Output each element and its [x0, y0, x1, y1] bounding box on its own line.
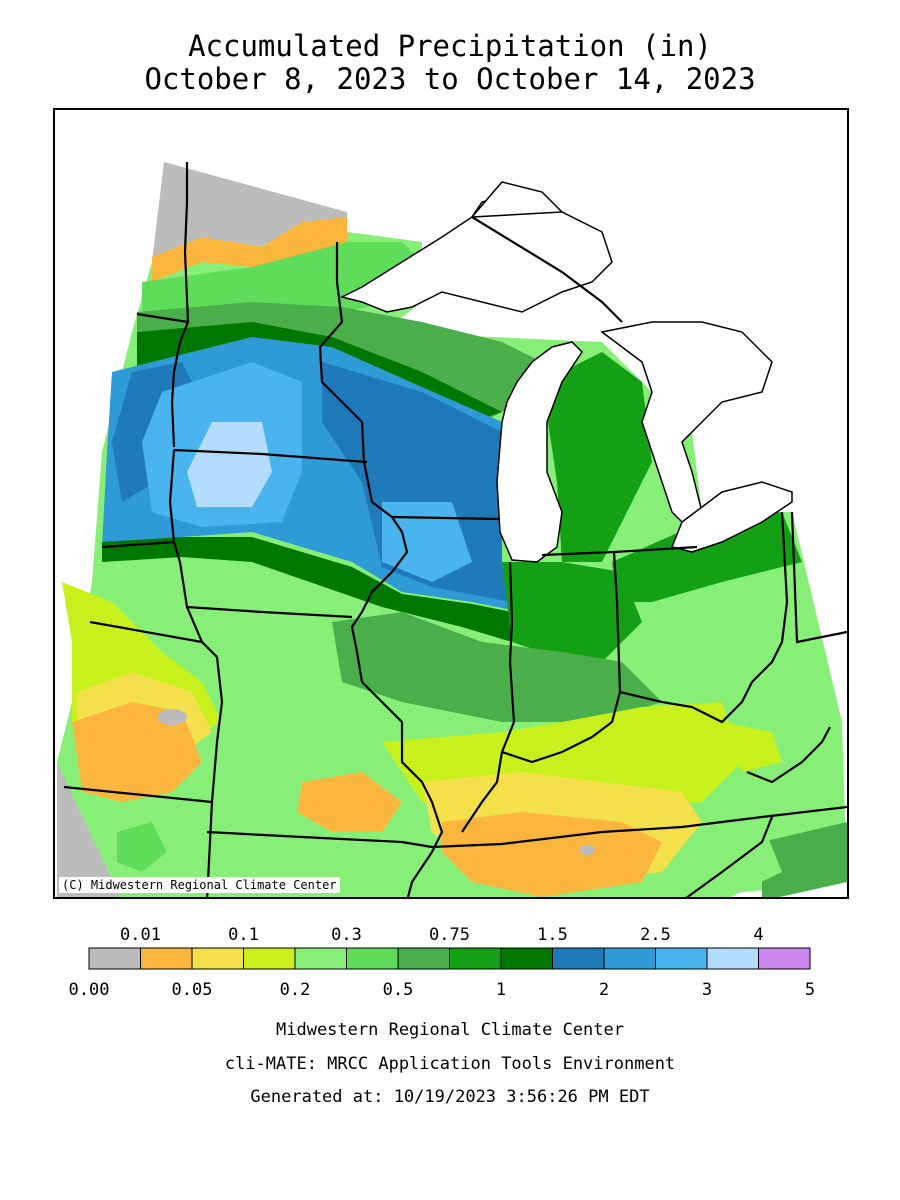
border-oh-pa [790, 511, 847, 644]
border-ky-wv [746, 726, 831, 784]
legend-box [500, 947, 553, 970]
great-lakes [339, 181, 793, 563]
fill-green2-michigan [542, 352, 652, 562]
legend-color-boxes [88, 947, 811, 970]
map-canvas [57, 162, 847, 897]
color-legend: 0.01 0.1 0.3 0.75 1.5 2.5 4 0.00 0.05 0.2 0.5 1 2 3 5 [69, 925, 816, 1000]
legend-label: 0.75 [429, 925, 470, 945]
fill-lightgreen-se [683, 822, 782, 897]
fill-lightblue-east [382, 502, 472, 582]
legend-label: 2.5 [640, 925, 671, 945]
fill-green-north [142, 242, 422, 322]
fill-darkblue [322, 362, 557, 602]
legend-box [140, 947, 193, 970]
legend-box [397, 947, 450, 970]
border-in-ky [501, 691, 622, 764]
legend-box [88, 947, 141, 970]
legend-bottom-labels: 0.00 0.05 0.2 0.5 1 2 3 5 [69, 980, 816, 1000]
border-nd-sd [136, 312, 189, 324]
border-oh-ky [619, 511, 789, 724]
legend-box [552, 947, 605, 970]
border-ne-ks [89, 620, 203, 644]
legend-label: 0.05 [172, 980, 213, 1000]
legend-label: 1 [496, 980, 506, 1000]
legend-label: 5 [805, 980, 815, 1000]
legend-label: 0.01 [120, 925, 161, 945]
lake-michigan [496, 341, 583, 563]
border-mi-upper [471, 216, 623, 323]
legend-label: 0.00 [69, 980, 110, 1000]
fill-darkgreen-south [102, 537, 562, 642]
footer-organization: Midwestern Regional Climate Center [276, 1020, 624, 1040]
border-tn-va [685, 816, 774, 897]
footer-tool-name: cli-MATE: MRCC Application Tools Environ… [224, 1054, 676, 1074]
legend-box [706, 947, 759, 970]
map-date-range: October 8, 2023 to October 14, 2023 [144, 62, 756, 96]
border-ia-il [350, 516, 409, 683]
border-ky-tn [431, 805, 847, 849]
legend-box [758, 947, 811, 970]
legend-box [346, 947, 399, 970]
legend-label: 0.5 [383, 980, 414, 1000]
legend-box [449, 947, 502, 970]
legend-box [243, 947, 296, 970]
border-sd-ne [101, 540, 175, 549]
fill-midgreen-se [762, 822, 847, 897]
fill-midgreen-mid [332, 612, 662, 722]
map-title: Accumulated Precipitation (in) [188, 29, 712, 63]
fill-yellowgreen-ne [722, 722, 782, 772]
fill-paleblue [187, 422, 272, 507]
map-credit: (C) Midwestern Regional Climate Center [59, 877, 340, 893]
fill-orange-west [72, 702, 202, 802]
border-il-in [500, 561, 516, 753]
legend-top-labels: 0.01 0.1 0.3 0.75 1.5 2.5 4 [120, 925, 764, 945]
legend-box [294, 947, 347, 970]
border-mo-il [361, 681, 444, 897]
border-wi-il [391, 515, 501, 521]
legend-box [191, 947, 244, 970]
border-ks-mo [206, 656, 224, 897]
lake-north-shore [470, 181, 564, 218]
state-boundaries [63, 162, 847, 897]
fill-green2-east [612, 512, 802, 602]
border-in-oh [612, 551, 622, 693]
legend-label: 0.1 [228, 925, 259, 945]
legend-label: 0.3 [331, 925, 362, 945]
fill-green-spot-sw [117, 822, 167, 872]
legend-label: 1.5 [537, 925, 568, 945]
fill-orange-mid [297, 772, 402, 832]
legend-label: 4 [753, 925, 763, 945]
legend-label: 2 [599, 980, 609, 1000]
precipitation-map: (C) Midwestern Regional Climate Center [53, 108, 849, 899]
legend-box [655, 947, 708, 970]
border-ia-mo [186, 605, 353, 619]
lake-erie [670, 481, 793, 553]
lake-huron [600, 321, 773, 534]
border-mn-nd [170, 162, 190, 448]
legend-label: 0.2 [280, 980, 311, 1000]
lake-superior [339, 196, 613, 313]
legend-label: 3 [702, 980, 712, 1000]
fill-orange-south [442, 812, 662, 897]
fill-gray-spot-2 [579, 845, 595, 855]
fill-green2-south [502, 562, 642, 662]
legend-box [603, 947, 656, 970]
footer-generated-time: Generated at: 10/19/2023 3:56:26 PM EDT [250, 1087, 650, 1107]
border-mn-wi [318, 242, 393, 518]
fill-orange-north [152, 217, 347, 282]
border-mn-ia [173, 448, 368, 464]
border-ks-ok [63, 785, 213, 804]
border-il-ky [461, 751, 504, 833]
border-mo-ar [206, 830, 433, 849]
fill-gray-spot-1 [157, 709, 187, 725]
